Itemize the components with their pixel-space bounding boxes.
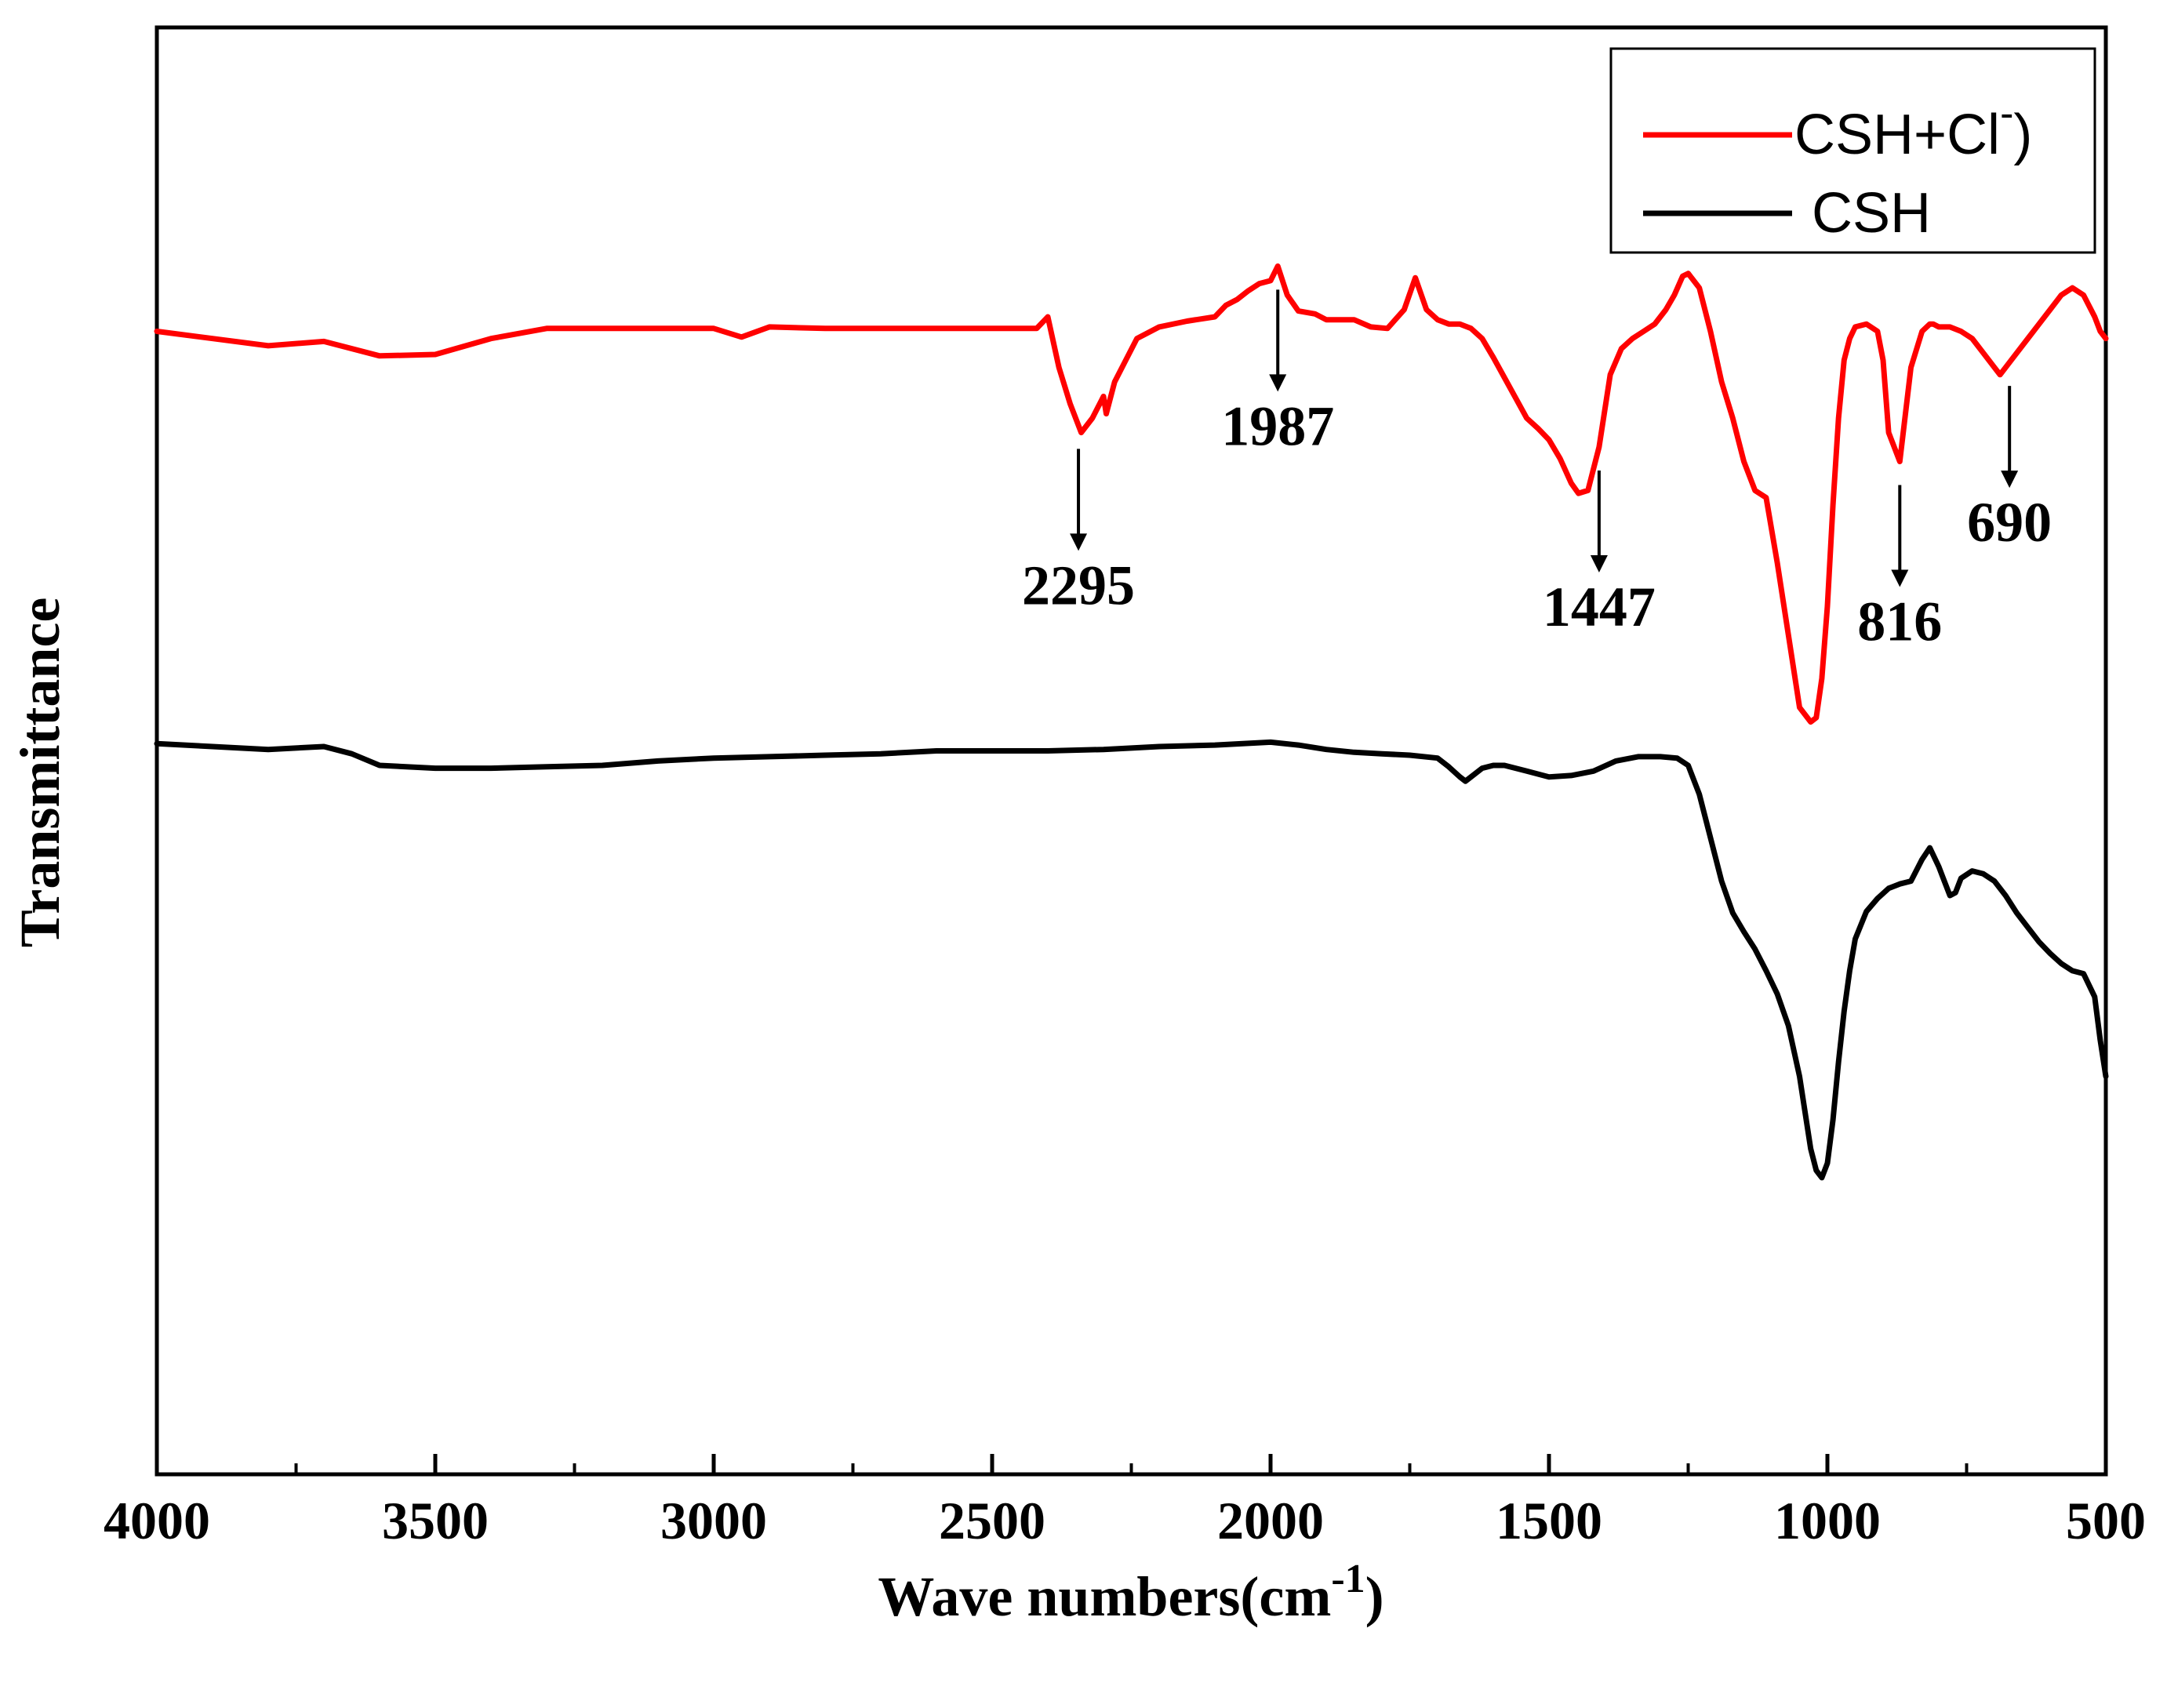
x-axis-label-sup: -1 [1331,1557,1365,1601]
annotation-arrow-head [1070,533,1088,551]
x-axis-label: Wave numbers(cm-1) [878,1557,1383,1628]
y-axis-label: Transmittance [9,598,71,948]
annotation-label: 2295 [1022,554,1135,616]
x-tick-label: 1500 [1496,1491,1602,1550]
peak-annotations: 2295 1987 1447 816 690 [1022,289,2052,653]
legend-label-csh-cl-tail: ) [2013,104,2032,166]
series-line-csh-cl [154,263,2109,725]
x-axis-label-tail: ) [1365,1565,1384,1628]
legend-label-csh-cl-main: CSH+Cl [1794,104,2000,166]
annotation-label: 690 [1967,491,2052,554]
legend-label-csh-cl-sup: - [2000,91,2013,136]
legend: CSH+Cl-) CSH [1609,47,2096,254]
annotation-arrow-head [2001,471,2019,489]
annotation-label: 1987 [1221,394,1334,457]
x-tick-label: 2000 [1217,1491,1324,1550]
annotation-arrow-head [1590,555,1608,573]
x-tick-label: 500 [2066,1491,2146,1550]
annotation-label: 816 [1857,591,1942,653]
x-tick-label: 2500 [939,1491,1045,1550]
legend-label-csh: CSH [1812,182,1931,245]
legend-label-csh-cl: CSH+Cl-) [1794,91,2032,166]
annotation-arrow-head [1269,374,1287,392]
legend-box [1609,47,2096,254]
x-axis-ticks [155,1454,2108,1474]
x-axis-label-main: Wave numbers(cm [878,1565,1331,1628]
x-tick-label: 4000 [104,1491,210,1550]
x-axis-tick-labels: 4000 3500 3000 2500 2000 1500 1000 500 [104,1491,2146,1550]
series-line-csh [154,739,2109,1181]
annotation-label: 1447 [1543,576,1656,638]
annotation-arrow-head [1891,569,1909,587]
x-tick-label: 3000 [660,1491,767,1550]
series-group [154,263,2109,1181]
x-tick-label: 1000 [1774,1491,1881,1550]
x-tick-label: 3500 [382,1491,489,1550]
